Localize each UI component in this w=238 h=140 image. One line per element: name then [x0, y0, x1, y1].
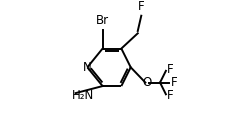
Text: F: F [171, 76, 177, 89]
Text: F: F [138, 0, 145, 13]
Text: F: F [167, 63, 174, 76]
Text: Br: Br [96, 14, 109, 27]
Text: O: O [143, 76, 152, 89]
Text: F: F [167, 89, 174, 102]
Text: N: N [83, 61, 92, 74]
Text: H₂N: H₂N [72, 89, 94, 102]
